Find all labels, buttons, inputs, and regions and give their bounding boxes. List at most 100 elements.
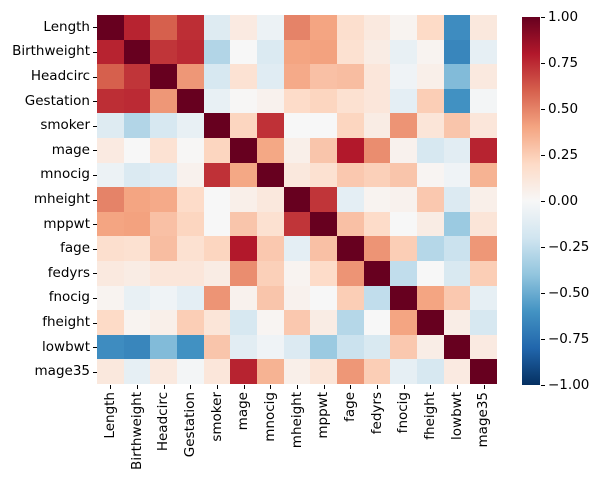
heatmap-cell bbox=[443, 162, 471, 188]
heatmap-cell bbox=[363, 138, 391, 163]
heatmap-cell bbox=[336, 113, 364, 138]
heatmap-cell bbox=[97, 211, 124, 237]
heatmap-cell bbox=[470, 64, 497, 89]
x-tick-label: fheight bbox=[421, 392, 438, 440]
heatmap-cell bbox=[97, 236, 124, 261]
heatmap-cell bbox=[470, 334, 497, 360]
heatmap-cell bbox=[123, 113, 151, 138]
heatmap-cell bbox=[470, 285, 497, 311]
heatmap-cell bbox=[310, 88, 337, 114]
heatmap-cell bbox=[336, 187, 364, 212]
x-tick-mark bbox=[190, 385, 192, 389]
y-tick-mark bbox=[92, 199, 97, 201]
x-tick-mark bbox=[323, 385, 325, 389]
y-tick-label: lowbwt bbox=[42, 338, 90, 355]
heatmap-cell bbox=[230, 334, 257, 360]
x-tick-mark bbox=[483, 385, 485, 389]
heatmap-cell bbox=[230, 88, 257, 114]
heatmap-cell bbox=[256, 113, 284, 138]
heatmap-cell bbox=[203, 236, 231, 261]
heatmap-cell bbox=[150, 285, 177, 311]
heatmap-cell bbox=[176, 261, 204, 286]
heatmap-cell bbox=[123, 359, 151, 384]
heatmap-cell bbox=[256, 310, 284, 335]
heatmap-cell bbox=[203, 187, 231, 212]
heatmap-cell bbox=[390, 211, 417, 237]
y-tick-label: fage bbox=[60, 240, 90, 257]
heatmap-cell bbox=[230, 64, 257, 89]
y-tick-label: fheight bbox=[42, 314, 90, 330]
y-tick-label: fnocig bbox=[48, 289, 90, 306]
colorbar-tick-label: 0.50 bbox=[548, 100, 579, 117]
x-tick-label: mage35 bbox=[475, 392, 492, 448]
colorbar-tick-label: 0.75 bbox=[548, 54, 579, 71]
heatmap-cell bbox=[97, 285, 124, 311]
heatmap-cell bbox=[150, 162, 177, 188]
heatmap-cell bbox=[256, 88, 284, 114]
heatmap-cell bbox=[176, 39, 204, 65]
x-tick-label: mppwt bbox=[315, 392, 332, 439]
heatmap-cell bbox=[283, 187, 311, 212]
heatmap-cell bbox=[176, 236, 204, 261]
heatmap-cell bbox=[256, 236, 284, 261]
heatmap-cell bbox=[203, 359, 231, 384]
heatmap-cell bbox=[443, 138, 471, 163]
heatmap-cell bbox=[123, 236, 151, 261]
heatmap-cell bbox=[203, 39, 231, 65]
heatmap-cell bbox=[363, 285, 391, 311]
heatmap-cell bbox=[150, 236, 177, 261]
heatmap-cell bbox=[363, 88, 391, 114]
heatmap-cell bbox=[176, 334, 204, 360]
heatmap-cell bbox=[470, 261, 497, 286]
y-tick-mark bbox=[92, 101, 97, 103]
y-tick-mark bbox=[92, 174, 97, 176]
heatmap-cell bbox=[256, 334, 284, 360]
heatmap-cell bbox=[150, 138, 177, 163]
heatmap-cell bbox=[310, 261, 337, 286]
heatmap-cell bbox=[310, 113, 337, 138]
heatmap-cell bbox=[150, 39, 177, 65]
heatmap-cell bbox=[310, 39, 337, 65]
heatmap-cell bbox=[363, 113, 391, 138]
heatmap-cell bbox=[123, 15, 151, 40]
heatmap-cell bbox=[310, 236, 337, 261]
heatmap-grid bbox=[97, 15, 497, 384]
heatmap-cell bbox=[416, 64, 444, 89]
heatmap-cell bbox=[203, 162, 231, 188]
heatmap-cell bbox=[97, 359, 124, 384]
heatmap-cell bbox=[443, 236, 471, 261]
y-tick-mark bbox=[92, 224, 97, 226]
heatmap-cell bbox=[203, 15, 231, 40]
heatmap-cell bbox=[150, 211, 177, 237]
heatmap-cell bbox=[470, 187, 497, 212]
heatmap-cell bbox=[203, 285, 231, 311]
heatmap-cell bbox=[336, 64, 364, 89]
heatmap-cell bbox=[283, 236, 311, 261]
heatmap-cell bbox=[97, 39, 124, 65]
heatmap-cell bbox=[283, 334, 311, 360]
heatmap-cell bbox=[390, 236, 417, 261]
x-tick-label: fedyrs bbox=[368, 392, 385, 435]
x-tick-label: mheight bbox=[288, 392, 305, 449]
x-tick-mark bbox=[270, 385, 272, 389]
y-tick-label: Headcirc bbox=[30, 68, 90, 84]
heatmap-cell bbox=[336, 261, 364, 286]
colorbar-tick-mark bbox=[541, 293, 545, 294]
heatmap-cell bbox=[443, 285, 471, 311]
heatmap-cell bbox=[310, 211, 337, 237]
x-tick-label: Gestation bbox=[181, 392, 198, 458]
heatmap-cell bbox=[443, 310, 471, 335]
y-tick-mark bbox=[92, 347, 97, 349]
heatmap-cell bbox=[416, 138, 444, 163]
heatmap-cell bbox=[310, 359, 337, 384]
colorbar-tick-mark bbox=[541, 339, 545, 340]
x-tick-mark bbox=[377, 385, 378, 389]
heatmap-cell bbox=[97, 15, 124, 40]
heatmap-cell bbox=[443, 64, 471, 89]
heatmap-cell bbox=[230, 138, 257, 163]
heatmap-cell bbox=[416, 236, 444, 261]
heatmap-cell bbox=[283, 285, 311, 311]
heatmap-cell bbox=[283, 39, 311, 65]
heatmap-cell bbox=[176, 187, 204, 212]
heatmap-cell bbox=[97, 310, 124, 335]
